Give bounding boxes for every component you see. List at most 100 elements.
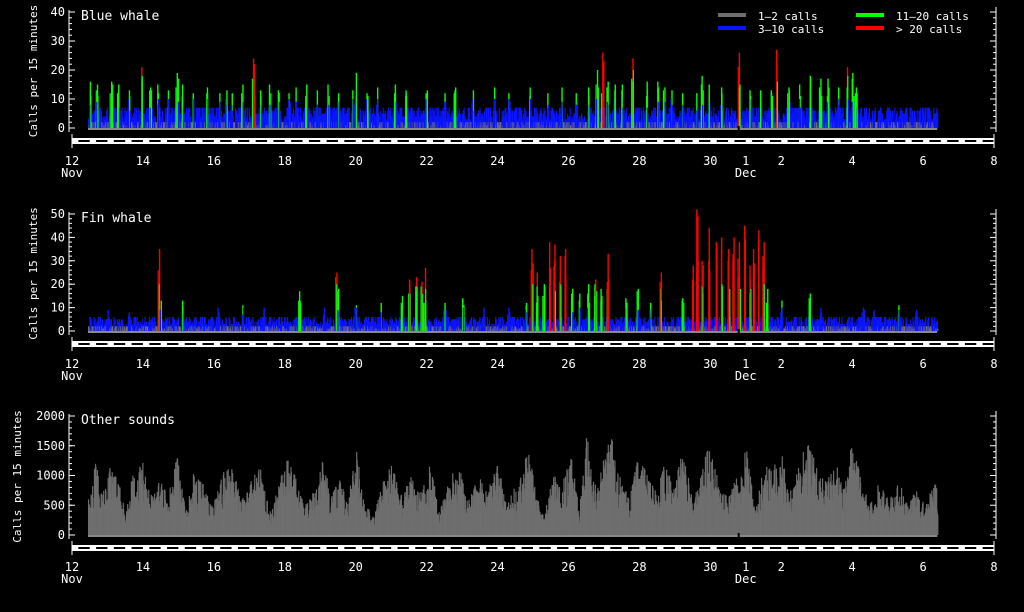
x-tick-label: 1 bbox=[742, 154, 749, 168]
bar bbox=[744, 116, 746, 128]
bar bbox=[517, 316, 519, 331]
bar bbox=[176, 72, 179, 128]
bars bbox=[87, 49, 939, 129]
time-band-dash bbox=[769, 140, 782, 142]
bar bbox=[815, 110, 817, 128]
bar bbox=[287, 107, 289, 128]
bar bbox=[890, 113, 892, 128]
bar bbox=[403, 119, 405, 128]
bar bbox=[266, 110, 268, 128]
bar bbox=[209, 107, 211, 128]
bar bbox=[249, 113, 251, 128]
bar bbox=[144, 119, 146, 128]
bar bbox=[463, 107, 465, 128]
time-band-dash bbox=[468, 140, 480, 142]
bar bbox=[254, 113, 257, 128]
bar bbox=[859, 316, 861, 331]
bar bbox=[647, 113, 649, 128]
bar bbox=[558, 107, 561, 128]
time-band-dash bbox=[486, 140, 498, 142]
bar bbox=[901, 316, 903, 331]
time-band-dash bbox=[131, 140, 143, 142]
bar bbox=[608, 116, 610, 128]
bar bbox=[909, 107, 911, 128]
bar bbox=[154, 316, 156, 331]
bar bbox=[219, 110, 221, 128]
bar bbox=[289, 101, 291, 128]
bar bbox=[131, 116, 134, 128]
bar bbox=[793, 316, 795, 331]
bar bbox=[328, 323, 330, 331]
bar bbox=[277, 90, 280, 128]
time-band-dash bbox=[149, 140, 161, 142]
time-band-dash bbox=[610, 140, 622, 142]
bar bbox=[349, 319, 351, 331]
bar bbox=[398, 113, 400, 128]
bar bbox=[206, 323, 208, 331]
bar bbox=[854, 321, 856, 331]
bar bbox=[530, 110, 532, 128]
time-band-dash bbox=[202, 140, 214, 142]
bar bbox=[686, 321, 688, 331]
bar bbox=[90, 316, 92, 331]
bar bbox=[654, 107, 656, 128]
bar bbox=[320, 321, 322, 331]
x-tick-label: 24 bbox=[490, 154, 504, 168]
bar bbox=[417, 321, 419, 331]
bar bbox=[610, 319, 612, 331]
bar bbox=[435, 319, 438, 331]
bar bbox=[117, 321, 119, 331]
bar bbox=[910, 319, 912, 331]
bar bbox=[94, 319, 96, 331]
bar bbox=[135, 323, 137, 331]
bar bbox=[772, 96, 774, 128]
bar bbox=[203, 107, 205, 128]
bar bbox=[560, 107, 562, 128]
bar bbox=[149, 321, 151, 331]
bar bbox=[821, 96, 823, 128]
time-band-dash bbox=[698, 140, 711, 142]
bar bbox=[440, 110, 442, 128]
bar bbox=[683, 107, 685, 128]
bar bbox=[694, 113, 696, 128]
time-band-dash bbox=[911, 140, 924, 142]
bar bbox=[151, 107, 153, 128]
bar bbox=[519, 316, 521, 331]
bar bbox=[673, 316, 675, 331]
bar bbox=[678, 319, 681, 331]
bar bbox=[226, 319, 228, 331]
bar bbox=[486, 107, 488, 128]
bar bbox=[296, 107, 298, 128]
bar bbox=[682, 104, 684, 128]
bar bbox=[840, 323, 842, 331]
bar bbox=[937, 113, 939, 128]
bar bbox=[416, 110, 418, 128]
bar bbox=[739, 84, 741, 128]
bar bbox=[857, 316, 859, 331]
bar bbox=[732, 113, 735, 128]
bar bbox=[432, 107, 434, 128]
bar bbox=[614, 90, 616, 128]
bar bbox=[846, 87, 848, 128]
bar bbox=[851, 101, 853, 128]
bar bbox=[837, 99, 839, 128]
time-band-dash bbox=[752, 140, 764, 142]
bar bbox=[353, 104, 355, 128]
bar bbox=[803, 116, 805, 128]
bar bbox=[335, 110, 337, 128]
bar bbox=[290, 107, 292, 128]
bar bbox=[98, 319, 100, 331]
bar bbox=[257, 119, 259, 128]
bar bbox=[868, 319, 870, 331]
bar bbox=[567, 316, 569, 331]
legend-swatch bbox=[856, 13, 884, 17]
bar bbox=[91, 319, 93, 331]
bar bbox=[275, 323, 277, 331]
bar bbox=[879, 107, 882, 128]
bar bbox=[454, 87, 457, 128]
bar bbox=[399, 107, 401, 128]
bar bbox=[242, 101, 244, 128]
time-band-dash bbox=[521, 140, 533, 142]
x-tick-label: 28 bbox=[632, 154, 646, 168]
bar bbox=[363, 319, 365, 331]
